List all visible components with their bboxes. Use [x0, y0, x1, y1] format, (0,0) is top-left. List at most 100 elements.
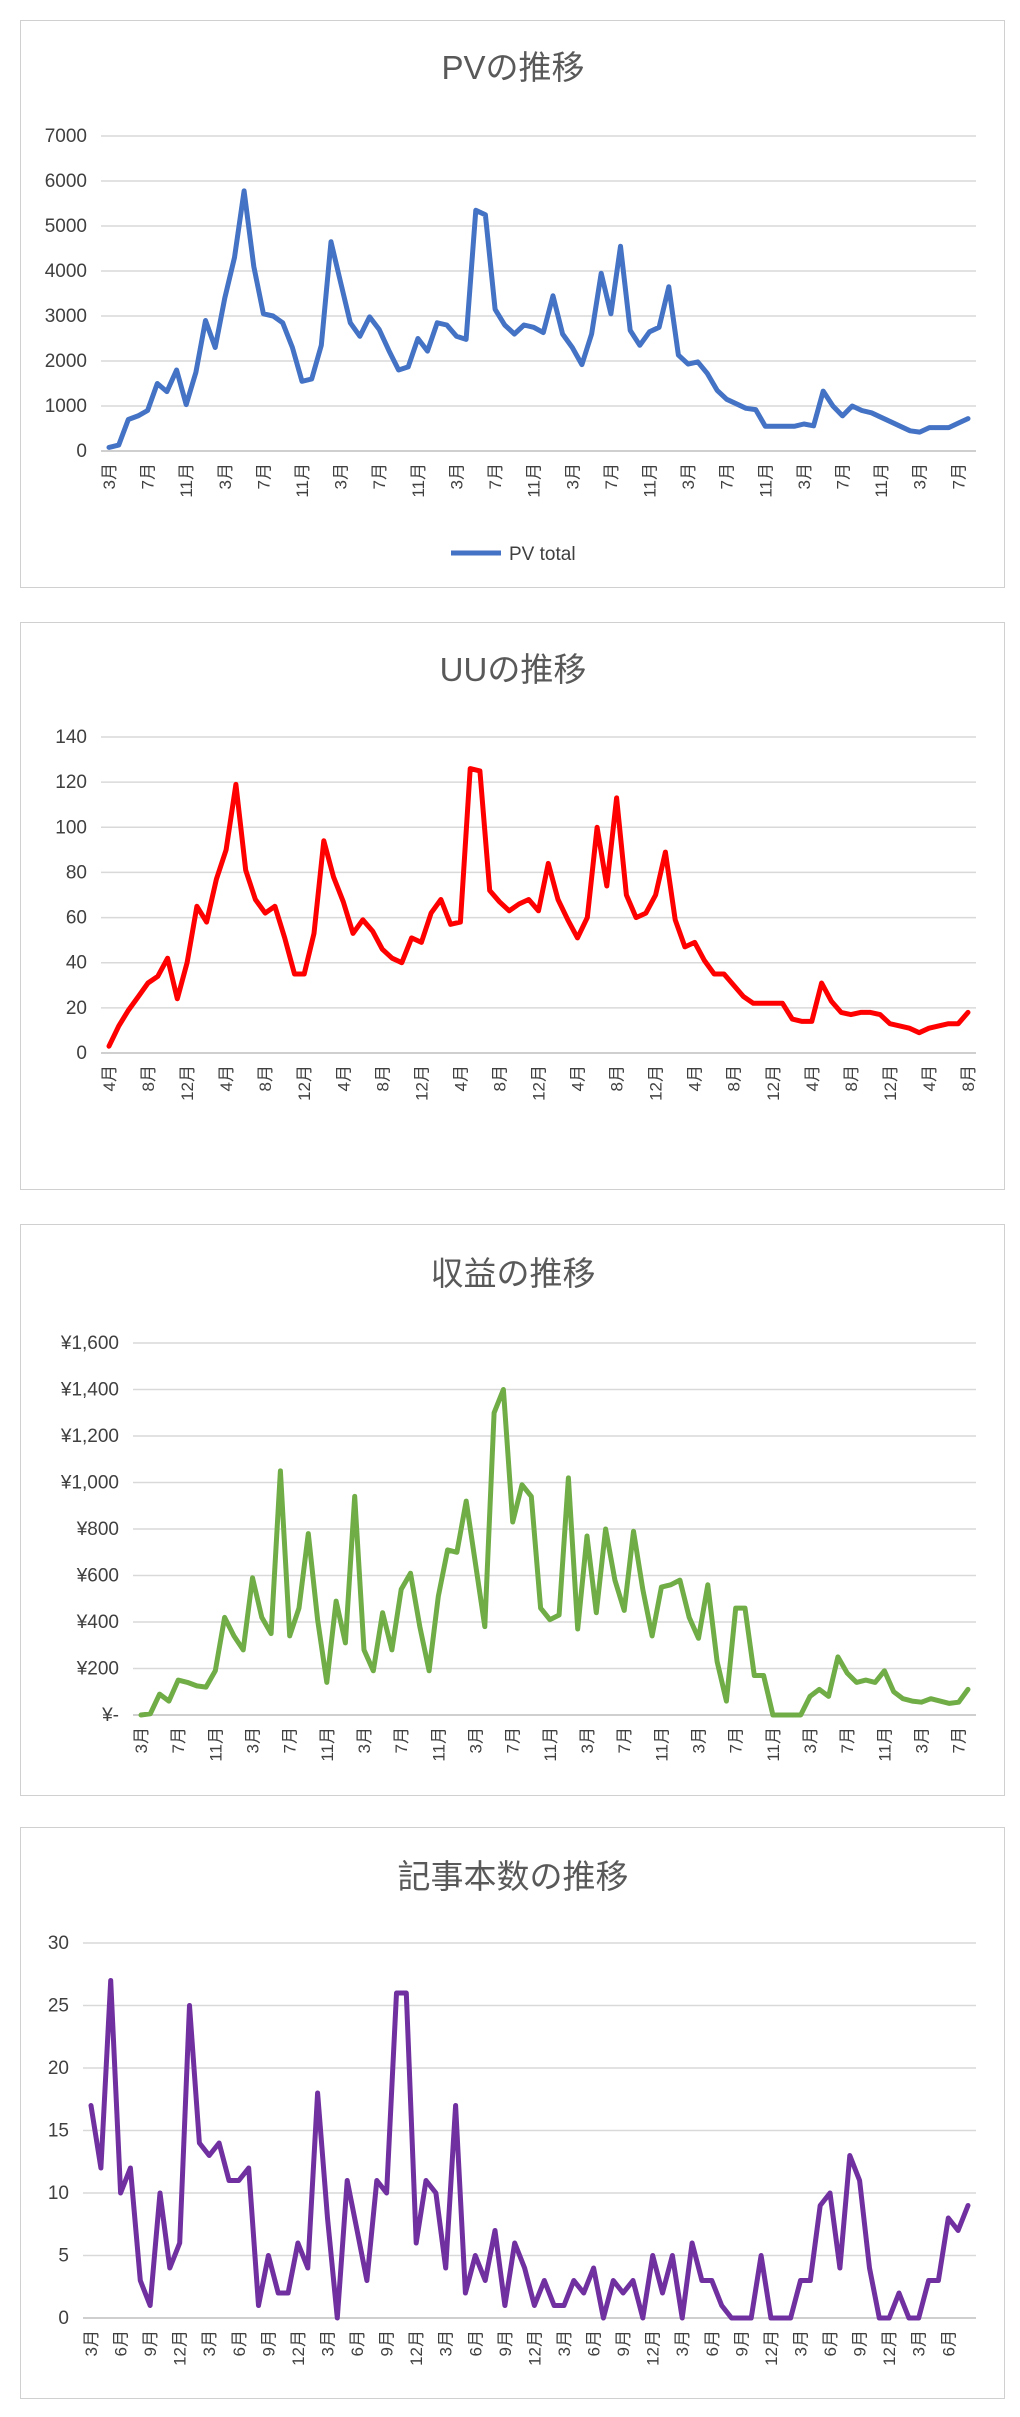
x-tick-label: 12月 [880, 2330, 899, 2366]
x-tick-label: 6月 [703, 2330, 722, 2356]
x-tick-label: 3月 [319, 2330, 338, 2356]
x-tick-label: 9月 [496, 2330, 515, 2356]
x-tick-label: 12月 [178, 1065, 197, 1101]
x-tick-label: 3月 [911, 463, 930, 489]
y-tick-label: 0 [76, 1043, 87, 1064]
x-tick-label: 7月 [834, 463, 853, 489]
x-tick-label: 8月 [725, 1065, 744, 1091]
uu-chart: UUの推移 0 20 40 60 80 100 120 140 4月 8月 12月 4月 8月 12月 4月 8… [55, 651, 978, 1101]
x-tick-label: 9月 [378, 2330, 397, 2356]
x-tick-label: 11月 [525, 463, 544, 498]
uu-chart-panel: UUの推移 0 20 40 60 80 100 120 140 4月 8月 12月 4月 8月 12月 4月 8… [20, 622, 1005, 1190]
x-tick-label: 3月 [82, 2330, 101, 2356]
x-tick-label: 6月 [230, 2330, 249, 2356]
article-count-chart: 記事本数の推移 0 5 10 15 20 25 30 3月 6月 9月 12月 3月 6月 9月 12月 3月 6… [48, 1858, 976, 2366]
y-tick-label: 7000 [45, 126, 87, 147]
x-tick-label: 11月 [764, 1727, 783, 1762]
legend-label: PV total [509, 544, 576, 565]
x-tick-label: 7月 [281, 1727, 300, 1753]
x-tick-label: 11月 [641, 463, 660, 498]
x-tick-label: 7月 [254, 463, 273, 489]
y-tick-label: 0 [76, 441, 87, 462]
x-tick-label: 12月 [644, 2330, 663, 2366]
series-line [88, 1978, 971, 2321]
x-tick-label: 12月 [525, 2330, 544, 2366]
x-tick-label: 3月 [673, 2330, 692, 2356]
chart-title: PVの推移 [441, 49, 584, 86]
y-tick-label: ¥1,400 [60, 1380, 119, 1401]
y-tick-label: ¥- [101, 1705, 119, 1726]
x-tick-label: 11月 [409, 463, 428, 498]
x-tick-label: 9月 [614, 2330, 633, 2356]
x-tick-label: 7月 [370, 463, 389, 489]
x-tick-label: 3月 [690, 1727, 709, 1753]
x-tick-label: 3月 [679, 463, 698, 489]
y-tick-label: 15 [48, 2121, 69, 2142]
x-tick-label: 6月 [939, 2330, 958, 2356]
x-tick-label: 8月 [608, 1065, 627, 1091]
x-tick-label: 9月 [259, 2330, 278, 2356]
y-tick-label: 120 [55, 772, 87, 793]
y-tick-label: 25 [48, 1996, 69, 2017]
x-tick-label: 3月 [200, 2330, 219, 2356]
y-tick-label: ¥1,600 [60, 1333, 119, 1354]
x-tick-label: 3月 [801, 1727, 820, 1753]
y-tick-label: 40 [66, 953, 87, 974]
y-tick-label: ¥600 [76, 1566, 119, 1587]
x-tick-label: 7月 [615, 1727, 634, 1753]
x-tick-label: 11月 [293, 463, 312, 498]
y-tick-label: 2000 [45, 351, 87, 372]
x-tick-label: 3月 [437, 2330, 456, 2356]
article-count-chart-panel: 記事本数の推移 0 5 10 15 20 25 30 3月 6月 9月 12月 3月 6月 9月 12月 3月 6… [20, 1827, 1005, 2399]
x-tick-label: 7月 [950, 1727, 969, 1753]
x-tick-label: 4月 [217, 1065, 236, 1091]
y-tick-label: 4000 [45, 261, 87, 282]
x-tick-label: 12月 [407, 2330, 426, 2366]
x-tick-label: 3月 [332, 463, 351, 489]
x-tick-label: 3月 [132, 1727, 151, 1753]
x-tick-label: 3月 [910, 2330, 929, 2356]
x-tick-label: 12月 [295, 1065, 314, 1101]
x-tick-label: 7月 [392, 1727, 411, 1753]
pv-chart-panel: PVの推移 0 1000 2000 3000 4000 5000 6000 7000 3月 7月 11… [20, 20, 1005, 588]
y-tick-label: 10 [48, 2183, 69, 2204]
x-tick-label: 4月 [334, 1065, 353, 1091]
series-line [106, 188, 971, 450]
x-tick-label: 7月 [602, 463, 621, 489]
x-tick-label: 7月 [139, 463, 158, 489]
x-tick-label: 4月 [569, 1065, 588, 1091]
x-tick-label: 11月 [206, 1727, 225, 1762]
x-tick-label: 8月 [373, 1065, 392, 1091]
x-tick-label: 6月 [112, 2330, 131, 2356]
x-tick-label: 7月 [486, 463, 505, 489]
x-tick-label: 7月 [949, 463, 968, 489]
x-tick-label: 12月 [412, 1065, 431, 1101]
chart-title: UUの推移 [440, 651, 587, 688]
x-tick-label: 11月 [652, 1727, 671, 1762]
chart-title: 記事本数の推移 [398, 1858, 629, 1895]
revenue-chart: 収益の推移 ¥- ¥200 ¥400 ¥600 ¥800 ¥1,000 ¥1,200 ¥1,40… [60, 1255, 976, 1762]
x-tick-label: 11月 [875, 1727, 894, 1762]
x-tick-label: 3月 [792, 2330, 811, 2356]
x-tick-label: 6月 [821, 2330, 840, 2356]
x-tick-label: 6月 [585, 2330, 604, 2356]
x-tick-label: 12月 [289, 2330, 308, 2366]
chart-title: 収益の推移 [431, 1255, 596, 1292]
x-tick-label: 11月 [318, 1727, 337, 1762]
series-line [106, 766, 971, 1049]
revenue-chart-panel: 収益の推移 ¥- ¥200 ¥400 ¥600 ¥800 ¥1,000 ¥1,200 ¥1,40… [20, 1224, 1005, 1796]
x-tick-label: 6月 [466, 2330, 485, 2356]
y-tick-label: 80 [66, 862, 87, 883]
x-tick-label: 3月 [244, 1727, 263, 1753]
y-tick-label: 100 [55, 817, 87, 838]
x-tick-label: 8月 [842, 1065, 861, 1091]
y-tick-label: 3000 [45, 306, 87, 327]
x-tick-label: 3月 [467, 1727, 486, 1753]
y-tick-label: ¥1,200 [60, 1426, 119, 1447]
x-tick-label: 11月 [429, 1727, 448, 1762]
x-tick-label: 3月 [555, 2330, 574, 2356]
x-tick-label: 4月 [451, 1065, 470, 1091]
x-tick-label: 9月 [141, 2330, 160, 2356]
x-tick-label: 3月 [795, 463, 814, 489]
y-tick-label: 5000 [45, 216, 87, 237]
